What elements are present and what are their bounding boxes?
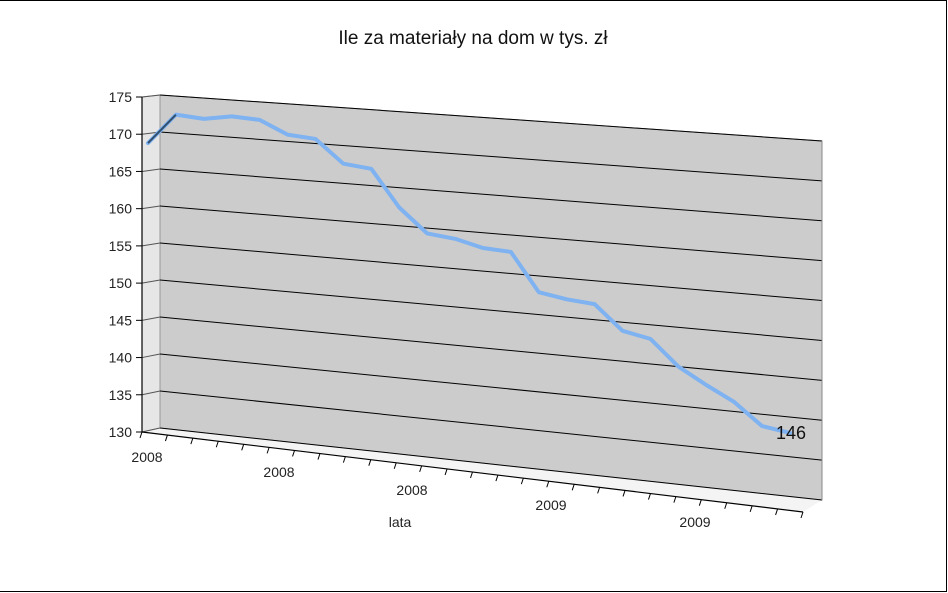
y-tick-label: 165 (109, 163, 133, 179)
x-tick-mark (444, 468, 448, 476)
y-tick-label: 145 (109, 312, 133, 328)
x-axis-title: lata (389, 514, 412, 530)
x-tick-mark (342, 456, 346, 463)
x-tick-mark (749, 505, 753, 513)
x-tick-mark (698, 499, 702, 506)
side-gridline (141, 168, 161, 172)
y-tick-label: 175 (109, 89, 133, 105)
x-tick-mark (495, 474, 499, 482)
gridline (159, 316, 823, 381)
x-tick-mark (520, 477, 524, 485)
gridline (159, 427, 823, 501)
x-tick-label: 2008 (131, 449, 162, 465)
side-gridline (141, 279, 161, 284)
y-tick-label: 170 (109, 126, 133, 142)
chart-title: Ile za materiały na dom w tys. zł (338, 28, 608, 49)
plot-area: 130 135 140 145 150 155 160 165 170 175 2008 2008 20… (109, 89, 823, 530)
x-tick-mark (139, 431, 143, 439)
x-tick-mark (724, 502, 728, 509)
x-tick-label: 2009 (679, 514, 710, 530)
x-tick-label: 2008 (396, 482, 427, 498)
x-tick-mark (800, 511, 804, 519)
x-tick-label: 2008 (263, 464, 294, 480)
x-tick-mark (215, 441, 219, 448)
x-tick-label: 2009 (535, 497, 566, 513)
data-label: 146 (776, 423, 806, 443)
series-start-segment (147, 113, 177, 144)
gridline (159, 168, 823, 222)
x-tick-mark (647, 493, 651, 500)
gridline (159, 242, 823, 302)
x-tick-mark (571, 484, 575, 491)
gridline (159, 279, 823, 341)
side-gridline (141, 94, 161, 98)
gridline (159, 131, 823, 182)
y-tick-label: 155 (109, 238, 133, 254)
plot-side-wall (141, 94, 161, 433)
x-tick-mark (419, 465, 423, 473)
x-tick-mark (546, 481, 550, 488)
x-tick-mark (775, 508, 779, 516)
y-tick-label: 150 (109, 275, 133, 291)
x-tick-mark (368, 459, 372, 466)
side-gridline (141, 390, 161, 396)
x-tick-mark (317, 453, 321, 460)
plot-floor (142, 428, 822, 512)
side-gridline (141, 427, 161, 433)
gridline (159, 94, 823, 142)
x-tick-mark (470, 471, 473, 479)
side-gridline (141, 316, 161, 321)
x-tick-mark (241, 444, 245, 451)
side-gridline (141, 205, 161, 210)
side-gridline (141, 242, 161, 247)
x-tick-mark (190, 437, 194, 445)
x-tick-mark (393, 462, 397, 469)
series-line (146, 112, 792, 435)
x-tick-mark (292, 450, 296, 457)
y-tick-label: 140 (109, 350, 133, 366)
x-tick-mark (597, 487, 601, 494)
x-tick-mark (164, 434, 168, 442)
x-tick-mark (673, 496, 677, 503)
gridline (159, 353, 823, 421)
side-gridline (141, 353, 161, 359)
x-tick-mark (622, 490, 626, 497)
gridline (159, 205, 823, 262)
y-tick-label: 135 (109, 387, 133, 403)
y-tick-label: 160 (109, 201, 133, 217)
y-tick-label: 130 (109, 424, 133, 440)
x-tick-mark (266, 447, 270, 454)
gridline (159, 390, 823, 461)
